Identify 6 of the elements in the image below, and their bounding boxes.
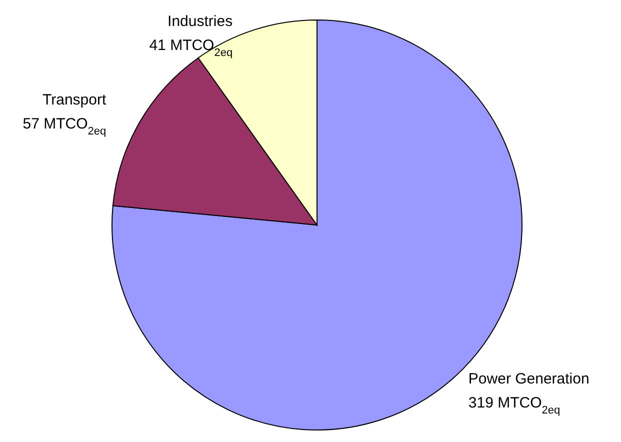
slice-label: Industries [168,13,233,30]
data-label: 319 MTCO$_{2eq}$ [468,394,560,416]
data-label: 41 MTCO$_{2eq}$ [149,37,233,59]
slice-label: Power Generation [468,370,590,388]
slice-label: Transport [42,92,107,108]
data-label: 57 MTCO$_{2eq}$ [22,116,106,138]
